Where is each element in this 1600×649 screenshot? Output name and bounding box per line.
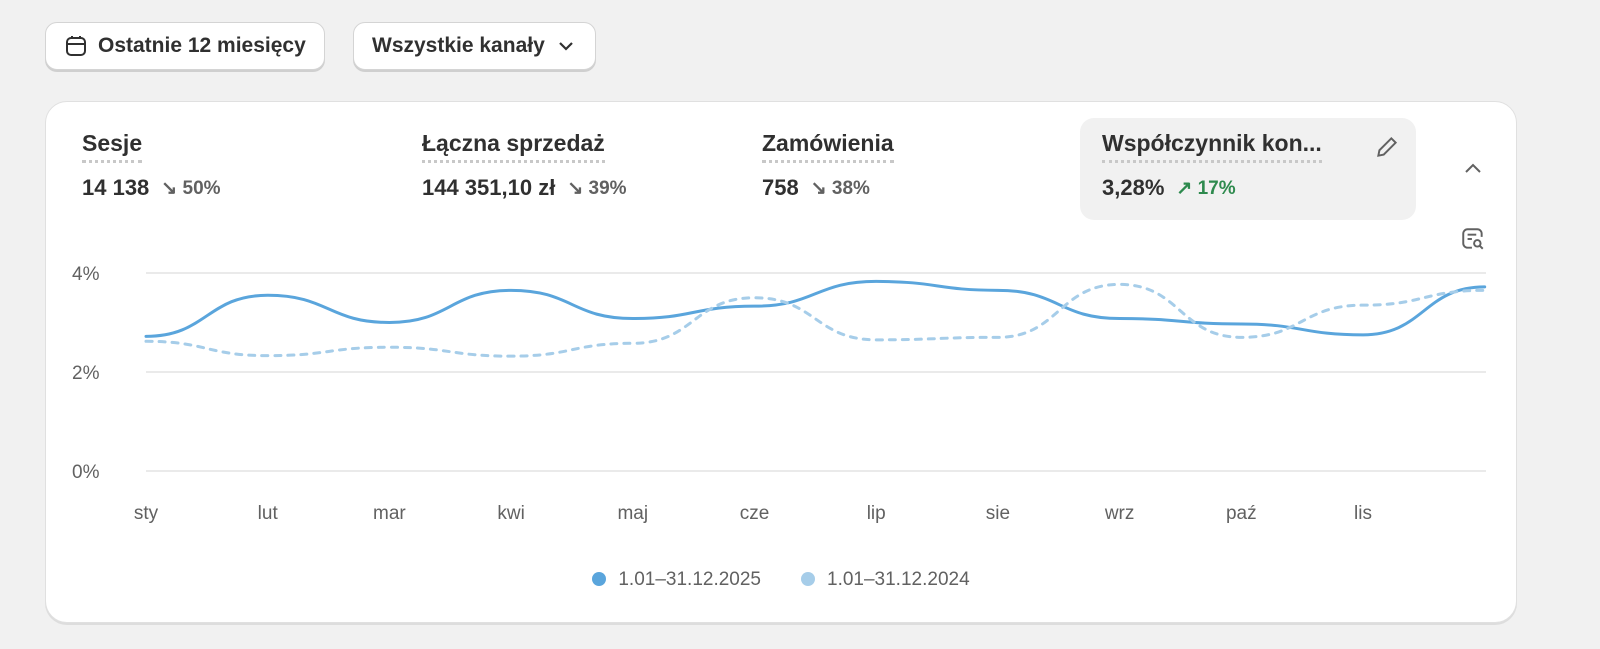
x-tick-label: lip [867, 503, 886, 524]
calendar-icon [66, 36, 86, 56]
y-tick-label: 0% [72, 462, 100, 483]
x-tick-label: lut [258, 503, 279, 524]
chart-search-icon[interactable] [1460, 226, 1486, 252]
date-range-label: Ostatnie 12 miesięcy [98, 34, 306, 57]
metric-total-sales[interactable]: Łączna sprzedaż 144 351,10 zł ↘ 39% [422, 130, 627, 201]
metric-change: ↘ 39% [567, 177, 627, 199]
chevron-up-icon[interactable] [1462, 158, 1484, 180]
chevron-down-icon [558, 42, 573, 51]
conversion-line-chart: 0% 2% 4% sty lut mar kwi maj cze lip sie wrz paź lis [72, 264, 1487, 524]
metric-title: Sesje [82, 130, 143, 163]
metric-title: Zamówienia [762, 130, 894, 163]
y-tick-label: 4% [72, 264, 100, 285]
metric-value: 14 138 [82, 175, 150, 200]
metric-value: 3,28% [1102, 175, 1165, 200]
metric-change: ↘ 50% [161, 177, 221, 199]
series-line-1 [144, 282, 1487, 358]
x-tick-label: cze [740, 503, 770, 524]
x-tick-label: mar [373, 503, 406, 524]
metric-change: ↘ 38% [810, 177, 870, 199]
metric-sessions[interactable]: Sesje 14 138 ↘ 50% [82, 130, 221, 201]
pencil-icon[interactable] [1374, 134, 1400, 160]
series-line-0 [144, 279, 1487, 338]
x-tick-label: maj [617, 503, 648, 524]
x-tick-label: lis [1354, 503, 1372, 524]
x-tick-label: kwi [497, 503, 524, 524]
chart-legend: 1.01–31.12.2025 1.01–31.12.2024 [46, 569, 1516, 591]
legend-dot [801, 572, 815, 586]
legend-item-current[interactable]: 1.01–31.12.2025 [592, 569, 761, 591]
legend-item-previous[interactable]: 1.01–31.12.2024 [801, 569, 970, 591]
selected-metric-bg [1080, 118, 1416, 220]
x-tick-label: paź [1226, 503, 1257, 524]
channels-dropdown[interactable]: Wszystkie kanały [353, 22, 596, 70]
metric-orders[interactable]: Zamówienia 758 ↘ 38% [762, 130, 894, 201]
x-tick-label: wrz [1104, 503, 1135, 524]
x-tick-label: sty [134, 503, 159, 524]
metric-value: 144 351,10 zł [422, 175, 556, 200]
y-tick-label: 2% [72, 363, 100, 384]
metric-title: Współczynnik kon... [1102, 130, 1322, 163]
legend-dot [592, 572, 607, 586]
metric-change: ↗ 17% [1176, 177, 1236, 199]
metric-conversion-rate[interactable]: Współczynnik kon... 3,28% ↗ 17% [1102, 130, 1322, 201]
channels-label: Wszystkie kanały [372, 34, 545, 57]
date-range-button[interactable]: Ostatnie 12 miesięcy [45, 22, 325, 70]
analytics-card: Sesje 14 138 ↘ 50% Łączna sprzedaż 144 35… [45, 101, 1517, 623]
metric-value: 758 [762, 175, 799, 200]
x-tick-label: sie [986, 503, 1010, 524]
metric-title: Łączna sprzedaż [422, 130, 605, 163]
